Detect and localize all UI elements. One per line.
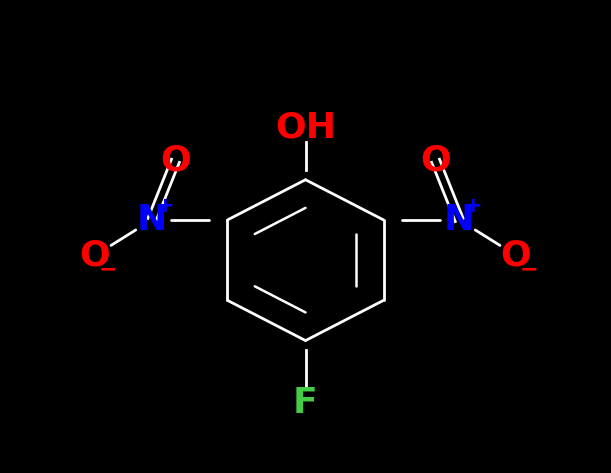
Text: O: O	[420, 144, 451, 178]
Text: −: −	[520, 260, 538, 280]
Text: −: −	[99, 260, 117, 280]
Text: +: +	[156, 196, 174, 216]
Text: F: F	[293, 386, 318, 420]
Text: +: +	[463, 196, 482, 216]
Text: O: O	[500, 238, 532, 272]
Text: N: N	[137, 203, 167, 237]
Text: OH: OH	[275, 111, 336, 145]
Text: N: N	[444, 203, 474, 237]
Text: O: O	[79, 238, 111, 272]
Text: O: O	[160, 144, 191, 178]
